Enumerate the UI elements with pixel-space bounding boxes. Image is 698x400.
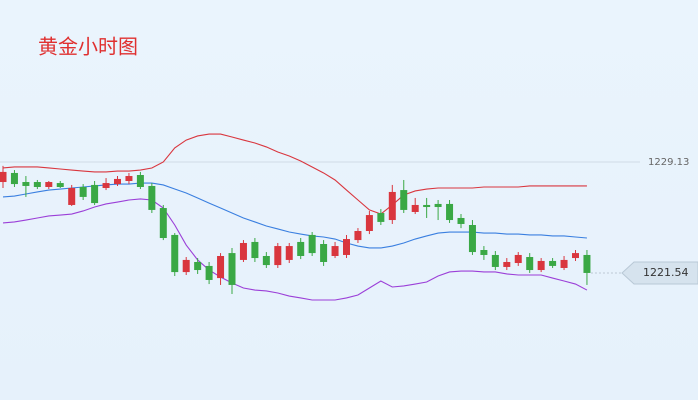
- candle-body: [239, 242, 247, 260]
- chart-title: 黄金小时图: [38, 35, 138, 59]
- candle-body: [583, 254, 591, 273]
- candle-body: [503, 261, 511, 267]
- candle-body: [148, 185, 156, 210]
- candle-body: [388, 191, 396, 221]
- candle-body: [468, 225, 476, 253]
- candle-body: [365, 215, 373, 231]
- candle-body: [411, 204, 419, 212]
- candle-body: [285, 246, 293, 260]
- candle-body: [526, 257, 534, 271]
- candle-body: [159, 208, 167, 239]
- candle-body: [480, 250, 488, 255]
- candle-body: [10, 172, 18, 185]
- candle-body: [22, 182, 30, 186]
- candle-body: [560, 259, 568, 268]
- y-tick-label: 1229.13: [648, 157, 689, 168]
- candle-body: [423, 204, 431, 208]
- band-line: [2, 133, 587, 215]
- candle-body: [354, 230, 362, 241]
- candle-body: [79, 186, 87, 197]
- candle-body: [549, 260, 557, 266]
- candle-body: [274, 246, 282, 266]
- candle-body: [320, 244, 328, 262]
- candle-body: [56, 183, 64, 187]
- candle-body: [125, 176, 133, 181]
- candle-body: [0, 171, 7, 183]
- band-line: [2, 182, 587, 249]
- candle-body: [514, 254, 522, 264]
- candle-body: [33, 182, 41, 187]
- candle-body: [228, 253, 236, 285]
- candle-body: [251, 241, 259, 259]
- candle-body: [446, 203, 454, 221]
- candle-body: [217, 255, 225, 279]
- candle-body: [114, 178, 121, 185]
- candle-body: [377, 213, 385, 222]
- candle-body: [102, 183, 110, 189]
- candle-body: [331, 246, 339, 256]
- candle-body: [572, 253, 579, 259]
- candle-body: [537, 260, 545, 271]
- candle-body: [343, 239, 350, 255]
- candle-body: [297, 241, 305, 256]
- candle-body: [308, 234, 316, 254]
- band-line: [2, 198, 588, 301]
- candle-body: [205, 265, 213, 280]
- candle-body: [136, 175, 144, 187]
- candle-body: [91, 184, 99, 204]
- candle-body: [434, 203, 442, 208]
- candle-body: [68, 188, 76, 205]
- candle-body: [262, 255, 270, 266]
- candle-body: [400, 190, 408, 210]
- candle-body: [491, 254, 499, 267]
- candle-body: [182, 259, 190, 273]
- candle-body: [194, 261, 202, 271]
- candle-body: [457, 217, 465, 224]
- last-price-tag: [621, 261, 698, 285]
- last-price-label: 1221.54: [643, 266, 689, 279]
- candle-body: [171, 234, 179, 273]
- candle-body: [45, 182, 53, 187]
